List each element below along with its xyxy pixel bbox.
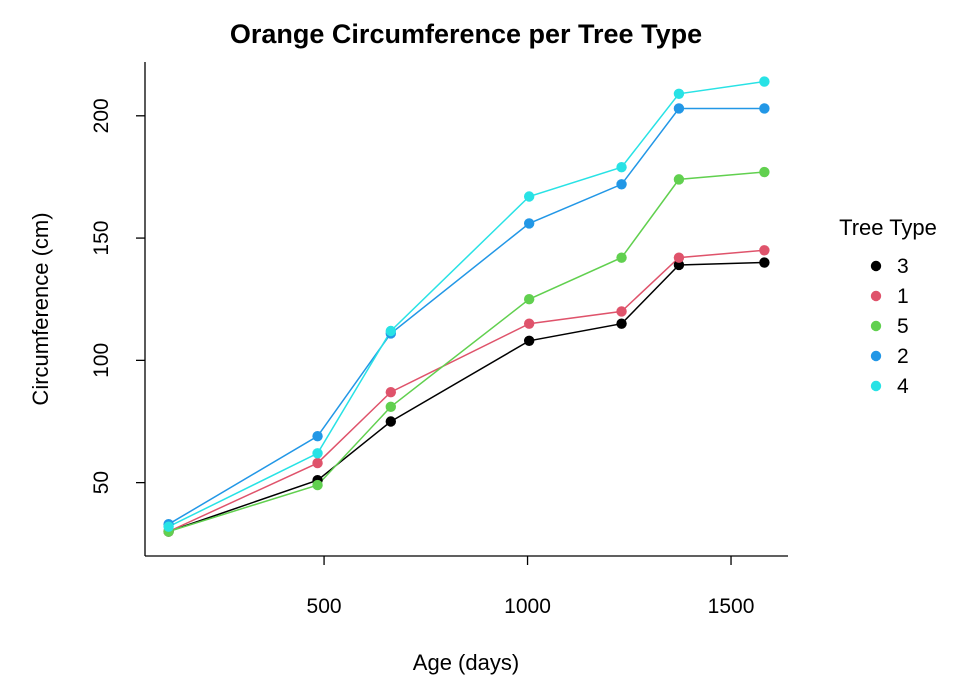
data-point-5 [616,252,627,263]
y-axis-ticks: 50 100 150 200 [90,98,145,494]
data-point-3 [673,259,685,271]
data-point-5 [523,294,535,305]
legend: Tree Type 3 1 5 2 4 [839,215,937,398]
data-point-4 [523,191,535,202]
series-line-2 [168,107,765,525]
series-lines [168,80,765,533]
legend-label-2: 2 [897,345,909,368]
y-tick-label: 50 [90,471,113,494]
data-point-3 [523,335,535,346]
data-point-1 [673,252,685,263]
legend-marker-2 [870,350,882,362]
legend-label-4: 4 [897,375,909,398]
x-tick-label: 500 [307,595,342,618]
x-axis-ticks: 500 1000 1500 [307,556,755,618]
data-point-4 [385,325,397,337]
legend-items: 3 1 5 2 4 [870,255,909,398]
data-point-1 [523,318,535,329]
data-point-1 [616,306,627,317]
data-point-2 [616,179,627,190]
data-point-1 [312,457,323,469]
y-tick-label: 150 [90,221,113,256]
legend-label-1: 1 [897,285,909,308]
x-tick-label: 1500 [708,595,755,618]
plot-area: 500 1000 1500 50 100 150 200 [90,62,788,618]
legend-marker-1 [870,290,882,302]
x-tick-label: 1000 [504,595,551,618]
data-point-1 [385,386,397,398]
data-point-2 [312,430,323,442]
legend-marker-3 [870,260,882,272]
y-tick-label: 100 [90,343,113,378]
data-point-4 [759,76,770,87]
chart-title: Orange Circumference per Tree Type [230,19,702,49]
series-line-4 [168,80,765,528]
data-point-2 [759,103,770,114]
data-point-3 [385,416,397,427]
legend-label-3: 3 [897,255,909,278]
legend-marker-5 [870,320,882,332]
data-point-3 [616,318,627,329]
data-point-2 [673,103,685,114]
y-axis-label: Circumference (cm) [28,212,53,405]
series-points [163,76,770,537]
legend-label-5: 5 [897,315,909,338]
x-axis-label: Age (days) [413,650,519,675]
y-tick-label: 200 [90,98,113,133]
data-point-1 [759,245,770,256]
data-point-3 [759,257,770,268]
data-point-4 [163,521,174,532]
data-point-5 [673,174,685,185]
data-point-4 [312,448,323,459]
data-point-4 [673,88,685,99]
series-line-1 [168,249,765,533]
legend-marker-4 [870,380,882,392]
series-line-5 [168,171,765,533]
data-point-2 [523,218,535,229]
data-point-4 [616,161,627,173]
data-point-5 [312,479,323,491]
data-point-5 [759,166,770,178]
data-point-5 [385,401,397,413]
legend-title: Tree Type [839,215,937,240]
